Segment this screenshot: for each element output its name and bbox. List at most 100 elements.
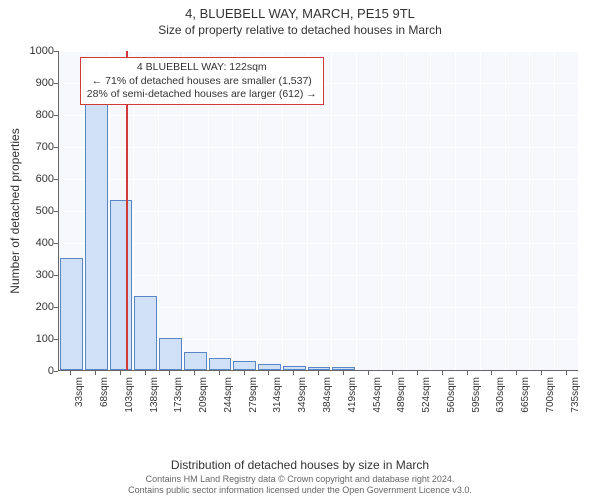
xtick-mark	[293, 371, 294, 375]
histogram-bar	[308, 367, 331, 370]
gridline-h	[59, 147, 578, 148]
xtick-label: 349sqm	[297, 377, 308, 413]
xtick-label: 524sqm	[421, 377, 432, 413]
xtick-label: 314sqm	[272, 377, 283, 413]
footer-line-2: Contains public sector information licen…	[0, 485, 600, 496]
histogram-bar	[159, 338, 182, 370]
xtick-mark	[219, 371, 220, 375]
xtick-mark	[244, 371, 245, 375]
xtick-mark	[70, 371, 71, 375]
histogram-bar	[110, 200, 133, 370]
chart-title: 4, BLUEBELL WAY, MARCH, PE15 9TL	[0, 0, 600, 21]
ytick-label: 200	[14, 301, 54, 313]
xtick-label: 630sqm	[495, 377, 506, 413]
gridline-v	[381, 51, 382, 370]
xtick-mark	[318, 371, 319, 375]
xtick-label: 384sqm	[322, 377, 333, 413]
ytick-mark	[54, 339, 58, 340]
ytick-mark	[54, 51, 58, 52]
plot-area: 4 BLUEBELL WAY: 122sqm← 71% of detached …	[58, 51, 578, 371]
gridline-v	[529, 51, 530, 370]
gridline-h	[59, 275, 578, 276]
gridline-v	[430, 51, 431, 370]
ytick-label: 700	[14, 141, 54, 153]
gridline-v	[356, 51, 357, 370]
ytick-label: 300	[14, 269, 54, 281]
histogram-bar	[283, 366, 306, 370]
xtick-mark	[343, 371, 344, 375]
xtick-label: 138sqm	[149, 377, 160, 413]
info-box-line: 28% of semi-detached houses are larger (…	[87, 88, 317, 101]
gridline-v	[406, 51, 407, 370]
xtick-label: 735sqm	[570, 377, 581, 413]
xtick-label: 419sqm	[347, 377, 358, 413]
xtick-mark	[467, 371, 468, 375]
xtick-mark	[417, 371, 418, 375]
ytick-mark	[54, 83, 58, 84]
xtick-mark	[516, 371, 517, 375]
xtick-mark	[368, 371, 369, 375]
histogram-bar	[85, 104, 108, 370]
xtick-mark	[491, 371, 492, 375]
ytick-mark	[54, 115, 58, 116]
xtick-mark	[145, 371, 146, 375]
gridline-v	[579, 51, 580, 370]
ytick-label: 0	[14, 365, 54, 377]
histogram-bar	[332, 367, 355, 370]
gridline-v	[455, 51, 456, 370]
chart-subtitle: Size of property relative to detached ho…	[0, 21, 600, 41]
ytick-label: 400	[14, 237, 54, 249]
xtick-label: 68sqm	[99, 377, 110, 407]
info-box-line: ← 71% of detached houses are smaller (1,…	[87, 75, 317, 88]
gridline-v	[331, 51, 332, 370]
ytick-mark	[54, 179, 58, 180]
ytick-label: 500	[14, 205, 54, 217]
histogram-bar	[184, 352, 207, 370]
gridline-v	[505, 51, 506, 370]
info-box-line: 4 BLUEBELL WAY: 122sqm	[87, 61, 317, 74]
ytick-label: 800	[14, 109, 54, 121]
gridline-v	[480, 51, 481, 370]
xtick-mark	[95, 371, 96, 375]
ytick-mark	[54, 307, 58, 308]
xtick-label: 244sqm	[223, 377, 234, 413]
ytick-label: 900	[14, 77, 54, 89]
xtick-mark	[566, 371, 567, 375]
ytick-mark	[54, 211, 58, 212]
gridline-h	[59, 115, 578, 116]
xtick-label: 595sqm	[471, 377, 482, 413]
gridline-h	[59, 179, 578, 180]
xtick-label: 560sqm	[446, 377, 457, 413]
xtick-mark	[392, 371, 393, 375]
xtick-label: 454sqm	[372, 377, 383, 413]
ytick-mark	[54, 243, 58, 244]
histogram-bar	[134, 296, 157, 370]
gridline-h	[59, 51, 578, 52]
xtick-mark	[194, 371, 195, 375]
xtick-mark	[541, 371, 542, 375]
ytick-mark	[54, 371, 58, 372]
footer-line-1: Contains HM Land Registry data © Crown c…	[0, 474, 600, 485]
xtick-label: 665sqm	[520, 377, 531, 413]
chart-area: Number of detached properties 4 BLUEBELL…	[0, 41, 600, 421]
gridline-v	[554, 51, 555, 370]
ytick-label: 1000	[14, 45, 54, 57]
histogram-bar	[233, 361, 256, 370]
xtick-label: 103sqm	[124, 377, 135, 413]
xtick-label: 700sqm	[545, 377, 556, 413]
xtick-mark	[169, 371, 170, 375]
xtick-mark	[268, 371, 269, 375]
property-info-box: 4 BLUEBELL WAY: 122sqm← 71% of detached …	[80, 57, 324, 104]
xtick-label: 489sqm	[396, 377, 407, 413]
ytick-label: 100	[14, 333, 54, 345]
ytick-mark	[54, 147, 58, 148]
x-axis-label: Distribution of detached houses by size …	[0, 458, 600, 472]
xtick-label: 33sqm	[74, 377, 85, 407]
histogram-bar	[258, 364, 281, 370]
chart-footer: Contains HM Land Registry data © Crown c…	[0, 474, 600, 496]
ytick-mark	[54, 275, 58, 276]
xtick-mark	[120, 371, 121, 375]
xtick-label: 173sqm	[173, 377, 184, 413]
xtick-mark	[442, 371, 443, 375]
gridline-h	[59, 243, 578, 244]
